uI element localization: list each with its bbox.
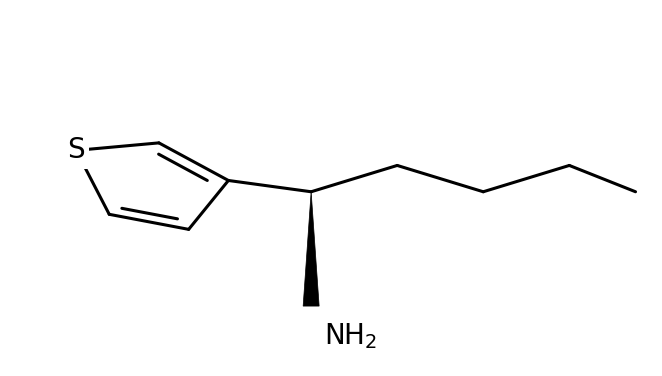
Text: S: S [68,136,85,164]
Polygon shape [303,192,319,306]
Text: NH$_2$: NH$_2$ [324,321,377,352]
